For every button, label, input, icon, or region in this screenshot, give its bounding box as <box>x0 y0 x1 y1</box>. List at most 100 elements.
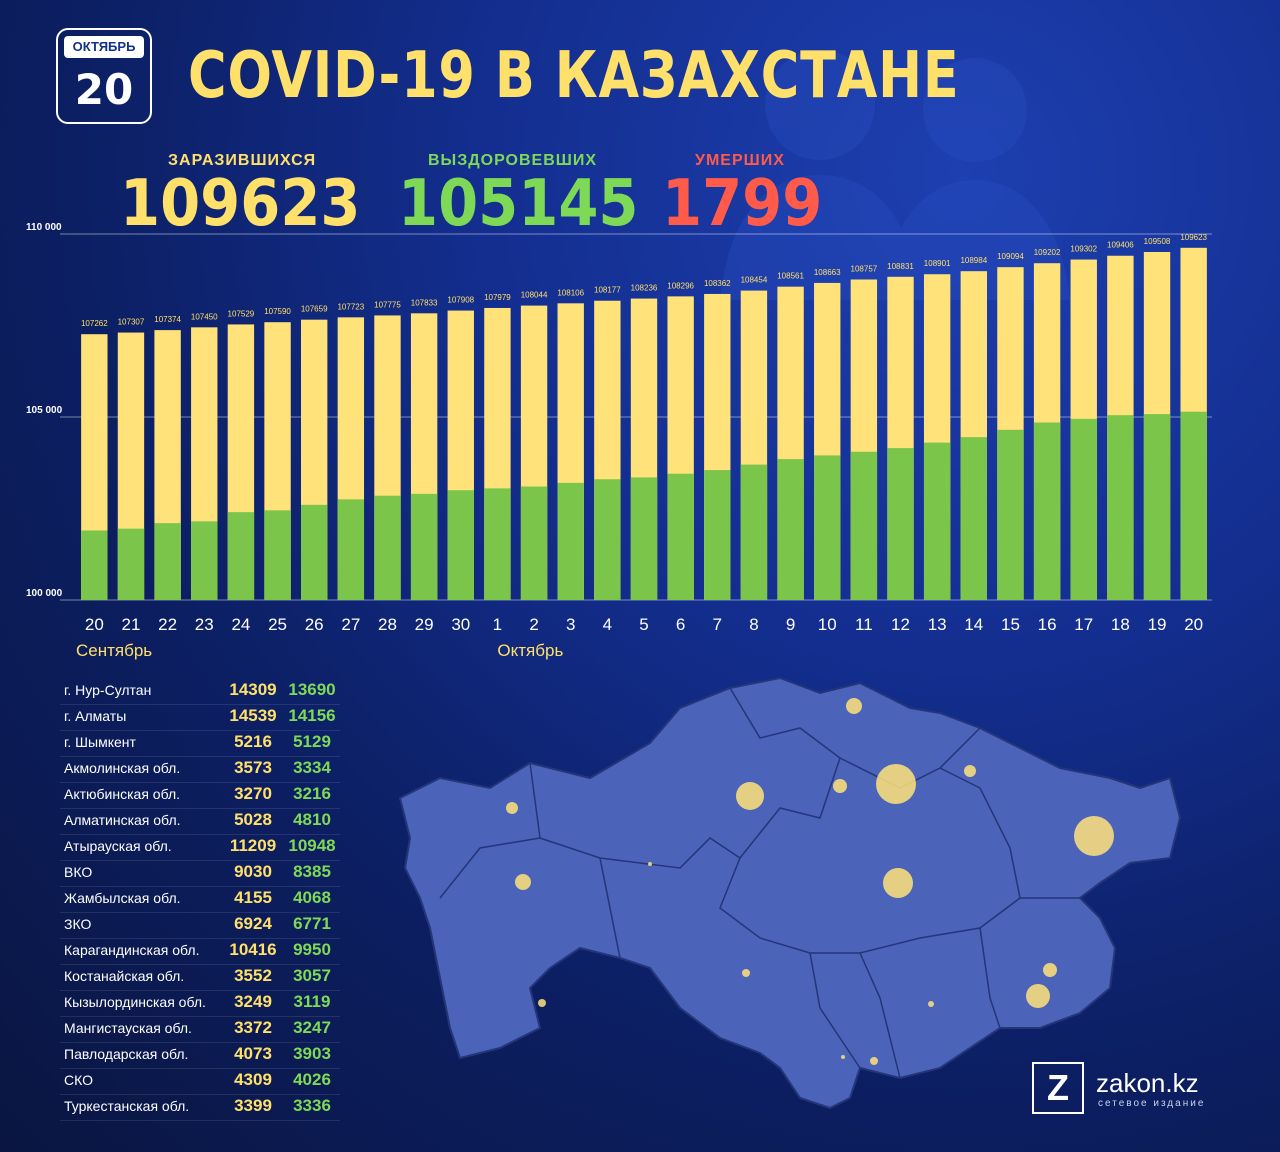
map-marker <box>833 779 847 793</box>
table-row: СКО 4309 4026 <box>60 1068 340 1095</box>
map-region-borders <box>439 687 1080 1079</box>
table-row: г. Шымкент 5216 5129 <box>60 730 340 757</box>
region-recovered: 4026 <box>293 1070 331 1089</box>
region-infected: 14539 <box>229 706 277 725</box>
map-marker <box>876 764 916 804</box>
recovered-bar <box>704 470 731 600</box>
map-border <box>939 767 1080 899</box>
recovered-bar <box>484 488 511 600</box>
region-name: Мангистауская обл. <box>64 1020 192 1036</box>
bar-data-label: 108177 <box>594 286 621 295</box>
table-row: Кызылординская обл. 3249 3119 <box>60 990 340 1017</box>
recovered-bar <box>777 459 804 600</box>
recovered-label: ВЫЗДОРОВЕВШИХ <box>428 152 598 169</box>
region-infected: 3270 <box>234 784 272 803</box>
bar-data-label: 107908 <box>447 296 474 305</box>
recovered-bar <box>1180 411 1207 600</box>
region-name: г. Алматы <box>64 708 127 724</box>
bar-data-label: 107590 <box>264 307 291 316</box>
recovered-bar <box>630 477 658 600</box>
region-recovered: 3903 <box>293 1044 331 1063</box>
map-border <box>839 727 981 789</box>
region-recovered: 14156 <box>288 706 336 725</box>
x-tick-label: 21 <box>122 615 141 634</box>
recovered-value: 105145 <box>398 167 639 241</box>
x-tick-label: 29 <box>415 615 434 634</box>
region-infected: 9030 <box>234 862 272 881</box>
x-tick-label: 6 <box>676 615 685 634</box>
bar-data-label: 108561 <box>777 272 804 281</box>
recovered-bar <box>850 451 878 600</box>
person-silhouette-head-2 <box>923 58 1027 162</box>
region-recovered: 4068 <box>293 888 331 907</box>
bar-data-label: 107262 <box>81 319 108 328</box>
map-border <box>809 952 861 1069</box>
map-border <box>599 857 621 959</box>
recovered-bar <box>191 521 218 600</box>
recovered-bar <box>301 504 328 600</box>
map-border <box>859 952 901 1079</box>
table-row: Акмолинская обл. 3573 3334 <box>60 756 340 783</box>
bar-data-label: 108901 <box>924 259 951 268</box>
bar-data-label: 109508 <box>1144 237 1171 246</box>
region-infected: 14309 <box>229 680 277 699</box>
region-recovered: 4810 <box>293 810 331 829</box>
table-row: ЗКО 6924 6771 <box>60 912 340 939</box>
map-marker <box>506 802 518 814</box>
x-tick-label: 9 <box>786 615 795 634</box>
y-tick-label: 105 000 <box>26 405 63 416</box>
recovered-bar <box>447 490 474 600</box>
region-recovered: 6771 <box>293 914 331 933</box>
bar-data-label: 108296 <box>667 281 694 290</box>
infected-value: 109623 <box>120 167 361 241</box>
map-marker <box>515 874 531 890</box>
region-name: ЗКО <box>64 916 92 932</box>
map-marker <box>870 1057 878 1065</box>
x-tick-label: 19 <box>1148 615 1167 634</box>
table-row: Туркестанская обл. 3399 3336 <box>60 1094 340 1121</box>
recovered-bar <box>374 495 401 600</box>
bar-data-label: 107833 <box>411 298 438 307</box>
table-row: г. Нур-Султан 14309 13690 <box>60 678 340 705</box>
region-recovered: 13690 <box>288 680 336 699</box>
x-tick-label: 10 <box>818 615 837 634</box>
x-tick-label: 18 <box>1111 615 1130 634</box>
bar-data-label: 109202 <box>1034 248 1061 257</box>
x-tick-label: 13 <box>928 615 947 634</box>
bar-data-label: 107979 <box>484 293 511 302</box>
map-marker <box>742 969 750 977</box>
recovered-bar <box>814 455 841 600</box>
recovered-bar <box>557 482 584 600</box>
bar-data-label: 108362 <box>704 279 731 288</box>
region-recovered: 3334 <box>293 758 331 777</box>
recovered-bar <box>667 473 694 600</box>
region-infected: 3573 <box>234 758 272 777</box>
bar-data-label: 108236 <box>631 284 658 293</box>
recovered-bar <box>227 512 255 600</box>
region-recovered: 3119 <box>293 992 331 1011</box>
map-marker <box>538 999 546 1007</box>
region-infected: 4073 <box>234 1044 272 1063</box>
month-label: Сентябрь <box>76 641 152 660</box>
map-border <box>439 837 541 899</box>
person-silhouette-body <box>720 175 920 300</box>
x-tick-label: 8 <box>749 615 758 634</box>
region-infected: 5028 <box>234 810 272 829</box>
logo-subtitle: сетевое издание <box>1098 1098 1206 1109</box>
y-tick-label: 100 000 <box>26 588 63 599</box>
bar-data-label: 108757 <box>851 264 878 273</box>
region-recovered: 9950 <box>293 940 331 959</box>
bar-data-label: 108106 <box>557 288 584 297</box>
x-tick-label: 26 <box>305 615 324 634</box>
recovered-bar <box>1070 418 1097 600</box>
x-tick-label: 16 <box>1038 615 1057 634</box>
region-infected: 3399 <box>234 1096 272 1115</box>
region-recovered: 3247 <box>293 1018 331 1037</box>
logo-name: zakon.kz <box>1096 1068 1199 1098</box>
bar-data-label: 108044 <box>521 291 548 300</box>
recovered-bar <box>520 486 548 600</box>
recovered-bar <box>154 523 181 600</box>
table-row: Актюбинская обл. 3270 3216 <box>60 782 340 809</box>
region-recovered: 3057 <box>293 966 331 985</box>
map-marker <box>846 698 862 714</box>
